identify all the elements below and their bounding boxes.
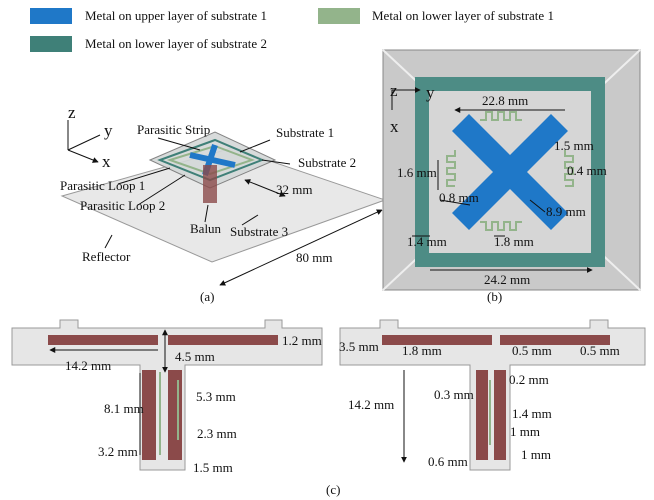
dimension: 1.2 mm <box>282 333 322 348</box>
dimension: 0.3 mm <box>434 387 474 402</box>
legend-label: Metal on lower layer of substrate 1 <box>372 8 554 23</box>
axis-label: z <box>68 103 76 122</box>
dimension: 1.4 mm <box>512 406 552 421</box>
dimension: 1.5 mm <box>193 460 233 475</box>
dimension: 8.1 mm <box>104 401 144 416</box>
dimension: 14.2 mm <box>348 397 394 412</box>
caption: (c) <box>326 482 340 497</box>
dimension: 3.5 mm <box>339 339 379 354</box>
dimension: 1 mm <box>510 424 540 439</box>
dimension: 1.5 mm <box>554 138 594 153</box>
legend-swatch <box>318 8 360 24</box>
dimension: 80 mm <box>296 250 332 265</box>
callout: Parasitic Loop 1 <box>60 178 145 193</box>
dimension: 0.4 mm <box>567 163 607 178</box>
dimension: 0.5 mm <box>580 343 620 358</box>
dimension: 0.6 mm <box>428 454 468 469</box>
dimension: 1.8 mm <box>402 343 442 358</box>
dimension: 5.3 mm <box>196 389 236 404</box>
callout: Parasitic Loop 2 <box>80 198 165 213</box>
dimension: 22.8 mm <box>482 93 528 108</box>
caption: (b) <box>487 289 502 304</box>
dimension: 4.5 mm <box>175 349 215 364</box>
dimension: 1.8 mm <box>494 234 534 249</box>
callout: Substrate 3 <box>230 224 288 239</box>
legend-swatch <box>30 8 72 24</box>
legend-label: Metal on lower layer of substrate 2 <box>85 36 267 51</box>
axis-label: z <box>390 81 398 100</box>
axis-label: y <box>104 121 113 140</box>
callout: Parasitic Strip <box>137 122 210 137</box>
axis-label: x <box>102 152 111 171</box>
dimension: 0.8 mm <box>439 190 479 205</box>
axis-label: y <box>426 83 435 102</box>
dimension: 8.9 mm <box>546 204 586 219</box>
callout: Substrate 2 <box>298 155 356 170</box>
figure: Metal on upper layer of substrate 1 Meta… <box>0 0 654 500</box>
legend-swatch <box>30 36 72 52</box>
callout: Reflector <box>82 249 131 264</box>
dimension: 0.2 mm <box>509 372 549 387</box>
callout: Balun <box>190 221 222 236</box>
dimension: 3.2 mm <box>98 444 138 459</box>
dimension: 0.5 mm <box>512 343 552 358</box>
axis-label: x <box>390 117 399 136</box>
callout: Substrate 1 <box>276 125 334 140</box>
dimension: 32 mm <box>276 182 312 197</box>
dimension: 1.4 mm <box>407 234 447 249</box>
dimension: 1.6 mm <box>397 165 437 180</box>
dimension: 14.2 mm <box>65 358 111 373</box>
dimension: 24.2 mm <box>484 272 530 287</box>
dimension: 2.3 mm <box>197 426 237 441</box>
legend-label: Metal on upper layer of substrate 1 <box>85 8 267 23</box>
dimension: 1 mm <box>521 447 551 462</box>
caption: (a) <box>200 289 214 304</box>
